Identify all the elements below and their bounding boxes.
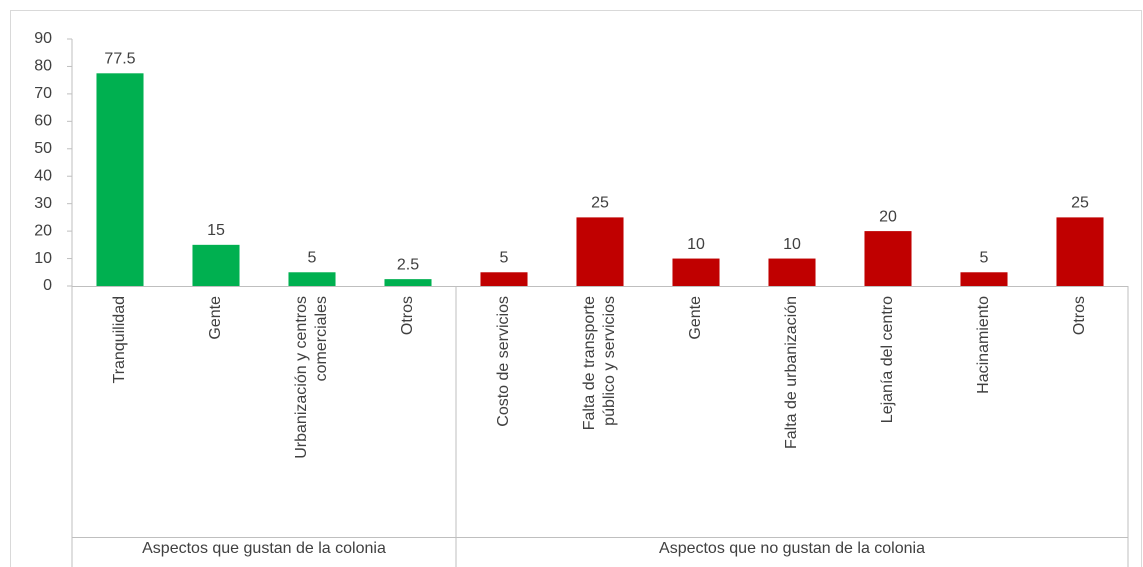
data-label: 20: [879, 208, 897, 225]
x-tick-label: Gente: [687, 296, 704, 340]
y-tick-label: 60: [34, 113, 52, 130]
bar: [96, 73, 144, 286]
y-tick-label: 10: [34, 250, 52, 267]
bar: [1056, 217, 1104, 286]
bar: [960, 272, 1008, 286]
data-label: 5: [500, 249, 509, 266]
y-tick-label: 20: [34, 222, 52, 239]
y-tick-label: 80: [34, 58, 52, 75]
bar: [192, 244, 240, 286]
x-tick-label: Tranquilidad: [111, 296, 128, 383]
data-label: 10: [687, 236, 705, 253]
bar: [384, 279, 432, 286]
y-tick-label: 70: [34, 85, 52, 102]
data-label: 25: [1071, 195, 1089, 212]
bar: [768, 258, 816, 286]
x-tick-label: Urbanización y centros: [293, 296, 310, 459]
x-tick-label: Otros: [399, 296, 416, 335]
x-tick-label: público y servicios: [601, 296, 618, 426]
data-label: 25: [591, 195, 609, 212]
x-tick-label: Hacinamiento: [975, 296, 992, 394]
x-tick-label: comerciales: [313, 296, 330, 381]
data-label: 2.5: [397, 256, 419, 273]
y-tick-label: 50: [34, 140, 52, 157]
x-tick-label: Falta de urbanización: [783, 296, 800, 449]
bar: [864, 231, 912, 286]
data-label: 77.5: [104, 51, 135, 68]
data-label: 5: [308, 249, 317, 266]
y-tick-label: 30: [34, 195, 52, 212]
x-tick-label: Gente: [207, 296, 224, 340]
x-tick-label: Lejanía del centro: [879, 296, 896, 423]
x-tick-label: Otros: [1071, 296, 1088, 335]
y-tick-label: 90: [34, 30, 52, 47]
bar: [288, 272, 336, 286]
group-label: Aspectos que no gustan de la colonia: [659, 540, 925, 557]
y-tick-label: 40: [34, 167, 52, 184]
chart-frame: [10, 10, 1142, 567]
data-label: 5: [980, 249, 989, 266]
x-tick-label: Costo de servicios: [495, 296, 512, 427]
y-tick-label: 0: [43, 277, 52, 294]
data-label: 15: [207, 222, 225, 239]
data-label: 10: [783, 236, 801, 253]
bar: [480, 272, 528, 286]
group-label: Aspectos que gustan de la colonia: [142, 540, 386, 557]
x-tick-label: Falta de transporte: [581, 296, 598, 430]
bar: [672, 258, 720, 286]
bar: [576, 217, 624, 286]
